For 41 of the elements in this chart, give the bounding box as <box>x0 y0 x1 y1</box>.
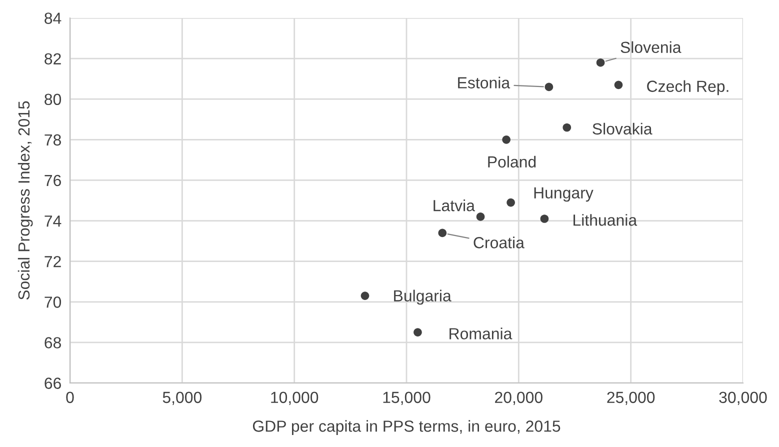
x-tick-label: 25,000 <box>607 392 655 405</box>
y-tick-label: 74 <box>44 216 62 227</box>
annotation: Hungary <box>534 187 594 202</box>
annotation: Croatia <box>474 236 524 248</box>
point <box>476 212 485 221</box>
y-tick-label: 76 <box>44 174 61 186</box>
point <box>438 228 447 238</box>
y-tick-label: 84 <box>44 12 62 24</box>
annotation: Poland <box>488 156 536 168</box>
point <box>414 328 422 336</box>
annotation: Bulgaria <box>394 290 452 305</box>
x-tick-label: 0 <box>66 392 74 404</box>
y-axis-title: Social Progress Index, 2015 <box>18 101 33 300</box>
x-axis-title: GDP per capita in PPS terms, in euro, 2015 <box>252 420 560 435</box>
y-tick-label: 82 <box>44 53 61 64</box>
y-tick-label: 72 <box>44 256 61 268</box>
annotation: Romania <box>450 328 512 340</box>
y-tick-label: 70 <box>44 296 62 308</box>
x-tick-label: 30,000 <box>719 392 767 405</box>
annotation: Slovenia <box>620 41 682 54</box>
point <box>614 80 623 90</box>
point <box>596 58 605 67</box>
point <box>544 82 554 92</box>
y-tick-label: 80 <box>44 94 62 106</box>
point <box>562 123 572 132</box>
y-tick-label: 68 <box>44 337 61 348</box>
x-tick-label: 20,000 <box>495 392 542 405</box>
point <box>502 136 510 144</box>
x-tick-label: 15,000 <box>383 392 430 405</box>
annotation: Lithuania <box>574 214 638 226</box>
annotation: Latvia <box>434 200 475 212</box>
x-tick-label: 5,000 <box>162 392 202 405</box>
annotation: Czech Rep. <box>647 80 728 96</box>
y-tick-label: 78 <box>44 134 61 146</box>
annotation: Slovakia <box>592 122 652 135</box>
y-tick-label: 66 <box>44 378 61 389</box>
point <box>506 198 515 207</box>
x-tick-label: 10,000 <box>271 392 318 405</box>
point <box>360 292 370 300</box>
annotation: Estonia <box>458 76 510 88</box>
point <box>540 214 549 223</box>
